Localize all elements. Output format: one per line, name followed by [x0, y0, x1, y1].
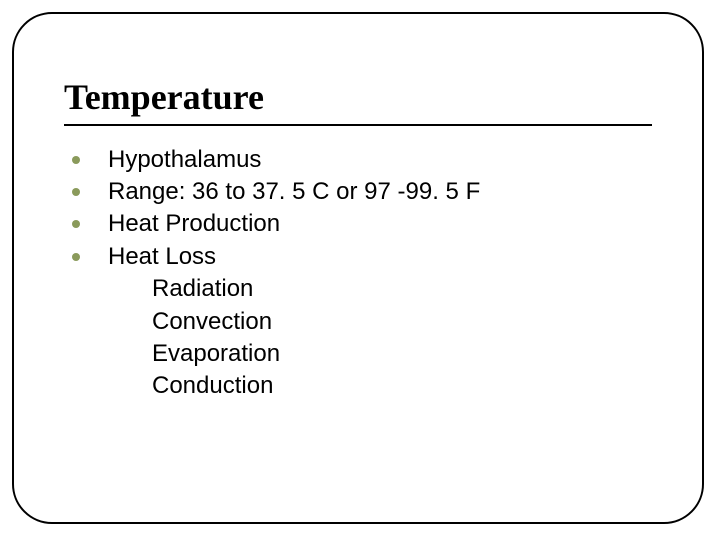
- list-item: Heat Production: [64, 208, 652, 240]
- sub-bullet-text: Conduction: [152, 372, 273, 399]
- slide-title: Temperature: [64, 78, 652, 118]
- bullet-text: Heat Production: [108, 210, 280, 237]
- sub-bullet-text: Radiation: [152, 275, 253, 302]
- bullet-text: Heat Loss: [108, 243, 216, 270]
- list-item: Convection: [108, 306, 652, 338]
- sub-bullet-list: Radiation Convection Evaporation Conduct…: [64, 273, 652, 403]
- bullet-icon: [72, 156, 80, 164]
- slide-frame: Temperature Hypothalamus Range: 36 to 37…: [12, 12, 704, 524]
- list-item: Heat Loss: [64, 241, 652, 273]
- list-item: Hypothalamus: [64, 144, 652, 176]
- list-item: Range: 36 to 37. 5 C or 97 -99. 5 F: [64, 176, 652, 208]
- bullet-icon: [72, 220, 80, 228]
- title-underline: [64, 124, 652, 126]
- bullet-icon: [72, 188, 80, 196]
- slide-content: Temperature Hypothalamus Range: 36 to 37…: [64, 78, 652, 403]
- list-item: Conduction: [108, 370, 652, 402]
- list-item: Evaporation: [108, 338, 652, 370]
- list-item: Radiation: [108, 273, 652, 305]
- bullet-icon: [72, 253, 80, 261]
- bullet-text: Range: 36 to 37. 5 C or 97 -99. 5 F: [108, 178, 480, 205]
- sub-bullet-text: Convection: [152, 308, 272, 335]
- bullet-text: Hypothalamus: [108, 146, 261, 173]
- bullet-list: Hypothalamus Range: 36 to 37. 5 C or 97 …: [64, 144, 652, 274]
- sub-bullet-text: Evaporation: [152, 340, 280, 367]
